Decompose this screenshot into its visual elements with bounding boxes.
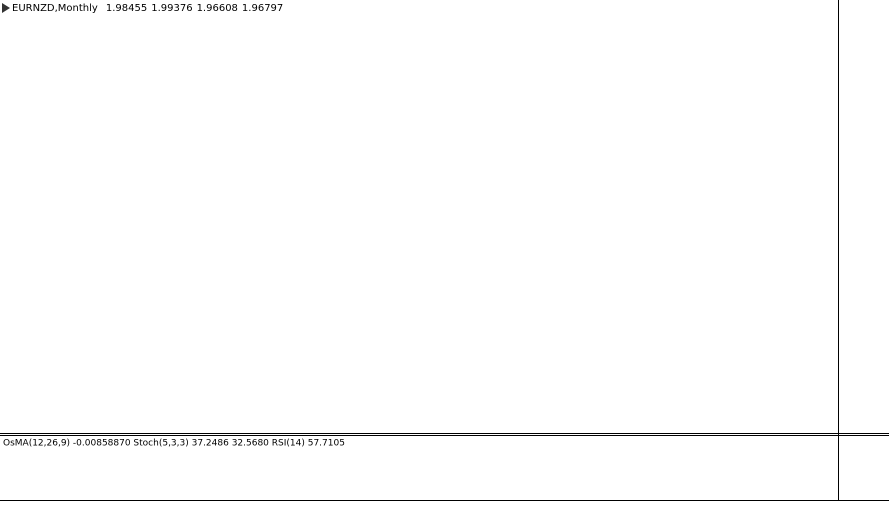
header-low: 1.96608 (197, 3, 238, 14)
header-open: 1.98455 (106, 3, 147, 14)
indicator-title: OsMA(12,26,9) -0.00858870 Stoch(5,3,3) 3… (3, 439, 345, 449)
symbol-title: EURNZD,Monthly (12, 3, 98, 14)
header-close: 1.96797 (242, 3, 283, 14)
symbol-marker (2, 3, 10, 13)
chart-header: EURNZD,Monthly 1.98455 1.99376 1.96608 1.967… (12, 3, 283, 14)
header-high: 1.99376 (151, 3, 192, 14)
